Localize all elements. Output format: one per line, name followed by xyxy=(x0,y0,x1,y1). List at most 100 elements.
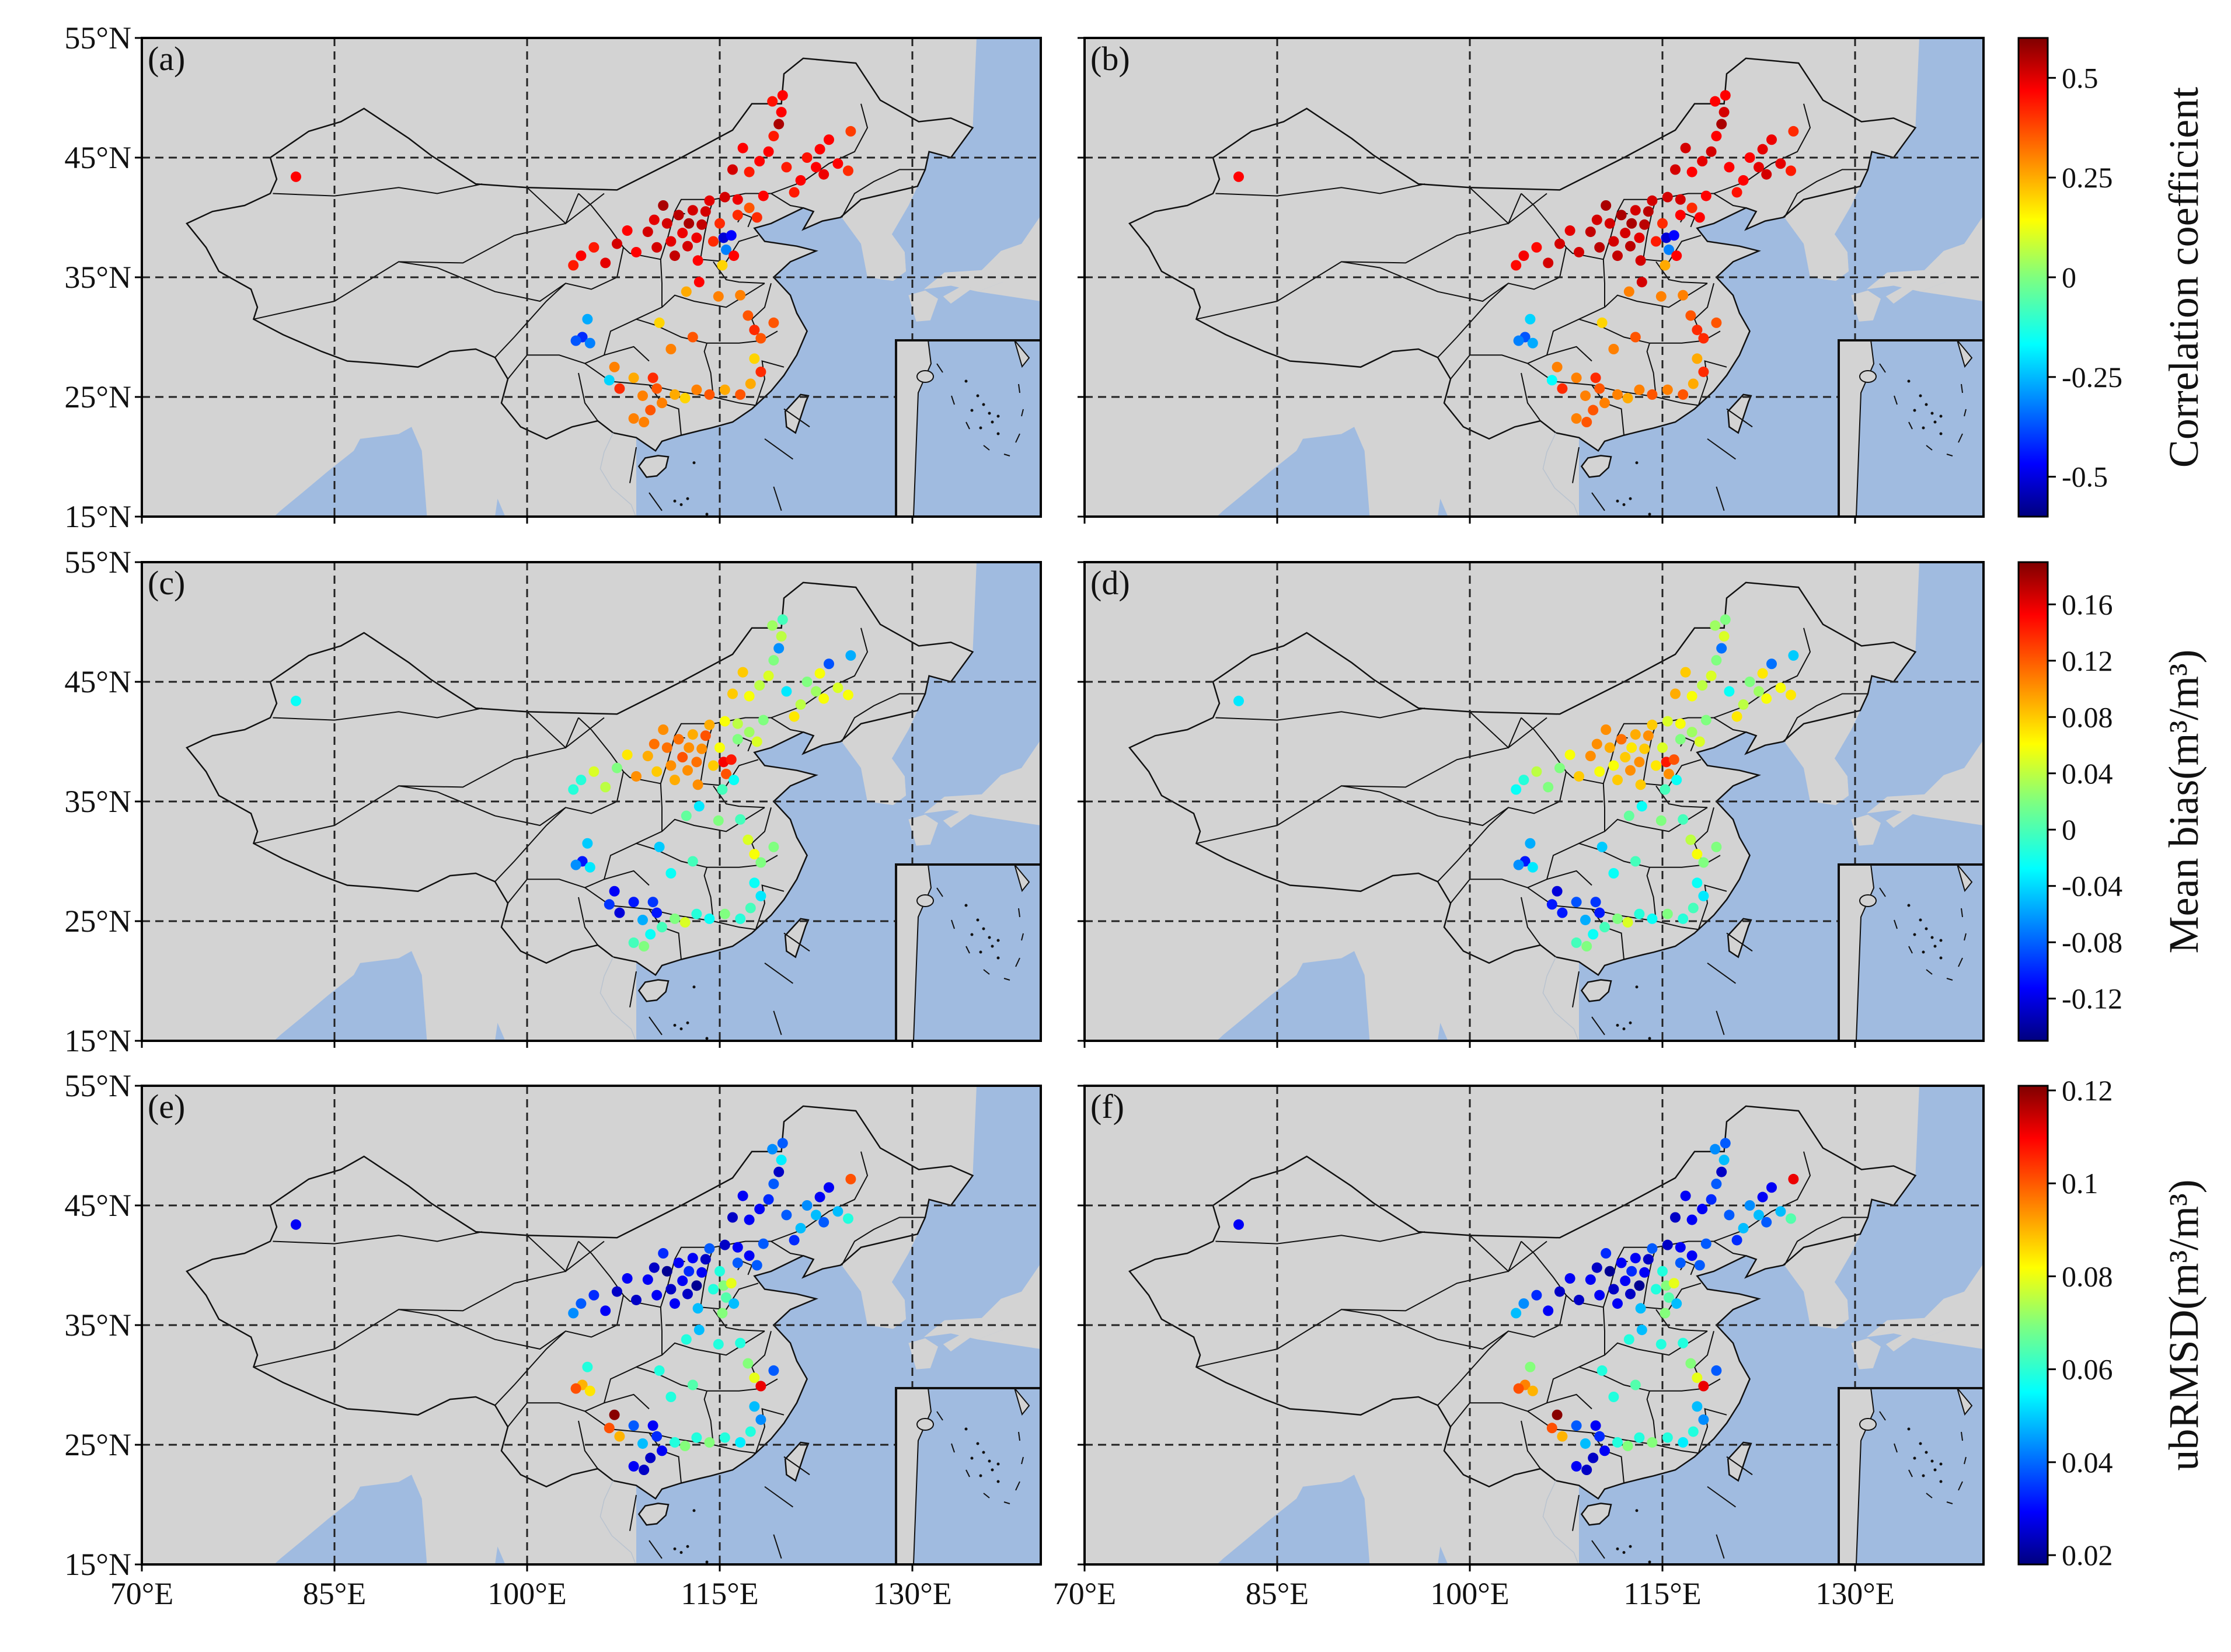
colorbar-0: 0.5 0.25 0 -0.25 -0.5 Correlation coefficient xyxy=(2017,37,2207,518)
station-marker xyxy=(661,218,672,229)
inset-island xyxy=(1930,412,1934,415)
station-marker xyxy=(732,210,743,221)
station-marker xyxy=(1599,398,1610,409)
inset-dash xyxy=(936,1411,943,1421)
station-marker xyxy=(719,908,730,919)
station-marker xyxy=(642,1274,653,1285)
province-boundary xyxy=(578,372,598,421)
station-marker xyxy=(744,727,755,738)
province-boundary xyxy=(1566,247,1603,260)
province-boundary xyxy=(494,807,566,882)
station-marker xyxy=(1647,1437,1658,1448)
island-dot xyxy=(705,1560,709,1564)
province-boundary xyxy=(1341,261,1560,302)
landmass-1 xyxy=(1851,1338,1881,1369)
landmass-1 xyxy=(1851,814,1881,846)
andaman-sea xyxy=(495,1546,510,1564)
station-marker xyxy=(777,90,788,101)
station-marker xyxy=(1594,383,1605,394)
station-marker xyxy=(1620,228,1631,239)
inset-island xyxy=(979,1474,982,1477)
station-marker xyxy=(1724,1210,1735,1221)
island-dot xyxy=(705,1037,709,1040)
station-marker xyxy=(696,219,707,230)
station-marker xyxy=(773,643,785,654)
station-marker xyxy=(745,378,756,389)
taiwan-island xyxy=(1727,918,1752,959)
station-marker xyxy=(1233,695,1244,706)
station-marker xyxy=(1571,413,1582,424)
inset-dash xyxy=(1003,1501,1010,1504)
station-marker xyxy=(728,250,740,262)
lat-tick-label: 45°N xyxy=(64,1188,131,1223)
inset-dash xyxy=(1961,384,1963,393)
station-marker xyxy=(1623,286,1634,297)
landmass-5 xyxy=(1064,1130,1083,1194)
island-dot xyxy=(1629,497,1632,500)
province-boundary xyxy=(623,247,661,260)
lon-tick-label: 115°E xyxy=(681,1576,759,1611)
colorbar-tick-label: 0.08 xyxy=(2062,1260,2113,1292)
station-marker xyxy=(1655,815,1667,826)
station-marker xyxy=(681,810,692,821)
station-marker xyxy=(1630,856,1641,867)
station-marker xyxy=(1622,1441,1633,1452)
station-marker xyxy=(1616,210,1627,221)
station-marker xyxy=(732,1242,743,1253)
station-marker xyxy=(1724,162,1735,173)
station-marker xyxy=(1744,152,1755,163)
bay-of-bengal xyxy=(274,427,427,517)
station-marker xyxy=(687,1379,698,1390)
station-marker xyxy=(1588,929,1599,940)
inset-dash xyxy=(965,946,970,954)
island-dot xyxy=(1668,1617,1671,1620)
station-marker xyxy=(768,131,779,142)
station-marker xyxy=(687,205,698,216)
station-marker xyxy=(742,1358,754,1369)
province-boundary xyxy=(398,785,618,827)
station-marker xyxy=(1786,689,1796,700)
station-marker xyxy=(568,1308,579,1319)
station-marker xyxy=(1625,241,1636,252)
station-marker xyxy=(628,413,639,424)
station-marker xyxy=(1664,1292,1674,1303)
island-dot xyxy=(673,1023,677,1027)
province-boundary xyxy=(1521,1240,1567,1326)
station-marker xyxy=(1710,1144,1721,1155)
station-marker xyxy=(651,242,663,253)
map-panel-f xyxy=(1085,1086,1984,1635)
station-marker xyxy=(1675,194,1686,205)
bay-of-bengal xyxy=(274,951,427,1041)
andaman-sea xyxy=(495,499,510,517)
station-marker xyxy=(751,212,762,223)
landmass-2 xyxy=(923,201,1041,292)
station-marker xyxy=(727,1212,738,1223)
nine-dash-segment xyxy=(1591,1016,1605,1036)
island-dot xyxy=(1674,1632,1677,1635)
station-marker xyxy=(1564,1273,1575,1284)
province-boundary xyxy=(674,1246,713,1260)
station-marker xyxy=(1738,175,1749,186)
station-marker xyxy=(1711,131,1722,142)
bay-of-bengal xyxy=(274,1475,427,1564)
station-marker xyxy=(614,907,625,918)
island-dot xyxy=(1629,1021,1632,1024)
inset-hainan xyxy=(1859,1418,1877,1431)
station-marker xyxy=(735,814,746,825)
station-marker xyxy=(1616,1257,1627,1268)
station-marker xyxy=(661,1266,672,1277)
panel-label: (b) xyxy=(1090,40,1130,78)
station-marker xyxy=(1711,317,1722,328)
station-marker xyxy=(1543,782,1554,793)
station-marker xyxy=(570,859,581,870)
landmass-2 xyxy=(1866,726,1984,816)
station-marker xyxy=(628,897,639,908)
station-marker xyxy=(1668,754,1679,765)
station-marker xyxy=(843,689,853,700)
inset-dash xyxy=(1908,1469,1913,1477)
station-marker xyxy=(612,1286,622,1297)
inset-dash xyxy=(1946,978,1953,981)
station-marker xyxy=(776,631,787,642)
station-marker xyxy=(1557,907,1568,918)
lon-tick-label: 100°E xyxy=(1430,1576,1510,1611)
